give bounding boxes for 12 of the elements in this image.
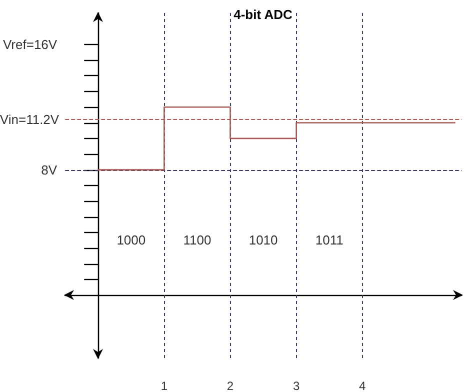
ref-line-label: Vin=11.2V [0, 112, 60, 128]
x-tick-label: 1 [160, 379, 168, 392]
x-tick-label: 3 [292, 379, 300, 392]
x-tick-label: 4 [359, 379, 366, 392]
y-tick-label: 8V [41, 162, 58, 178]
annotation: 1100 [183, 232, 212, 248]
annotation: 1000 [116, 232, 146, 248]
annotation: 1010 [248, 232, 278, 248]
y-tick-label: Vref=16V [2, 36, 58, 52]
annotation: 1011 [315, 232, 344, 248]
x-tick-label: 2 [226, 379, 234, 392]
chart-title: 4-bit ADC [234, 7, 293, 22]
